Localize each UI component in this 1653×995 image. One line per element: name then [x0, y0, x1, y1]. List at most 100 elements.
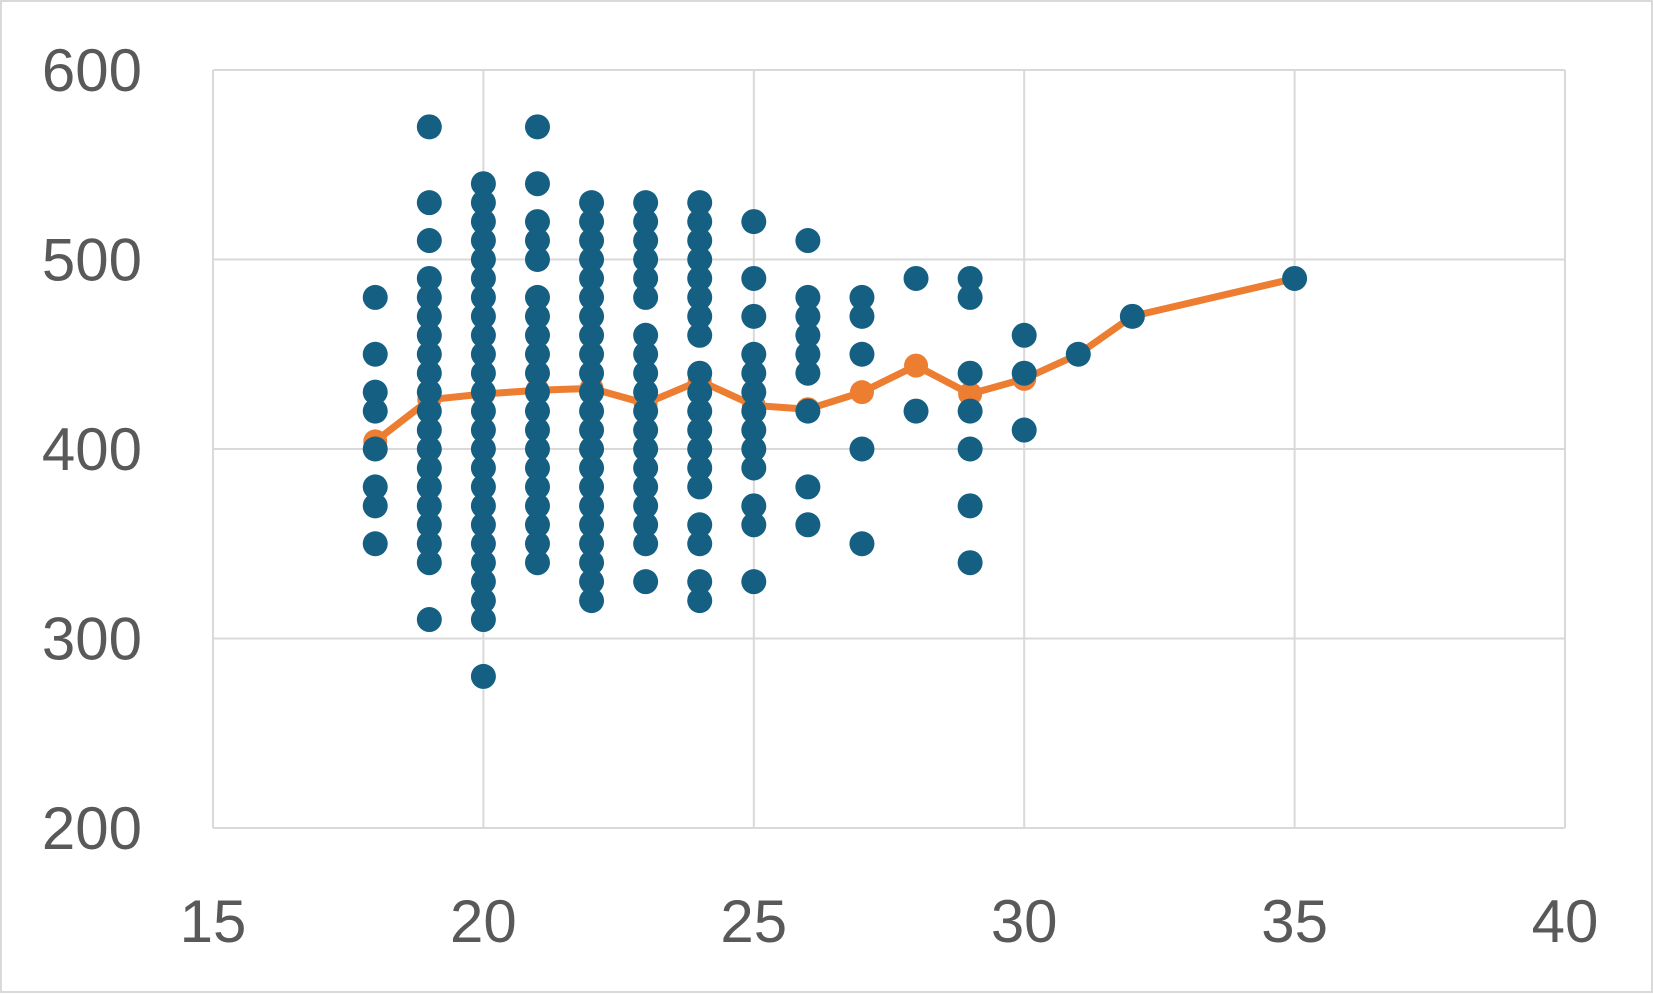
data-point	[633, 228, 659, 254]
data-point	[741, 398, 767, 424]
data-point	[741, 455, 767, 481]
data-point	[579, 493, 605, 519]
data-point	[524, 455, 550, 481]
data-point	[1011, 322, 1037, 348]
data-point	[579, 341, 605, 367]
data-point	[1282, 265, 1308, 291]
data-point	[579, 550, 605, 576]
data-point	[470, 265, 496, 291]
data-point	[795, 341, 821, 367]
data-point	[524, 474, 550, 500]
data-point	[524, 531, 550, 557]
data-point	[687, 322, 713, 348]
data-point	[416, 493, 442, 519]
data-point	[741, 265, 767, 291]
data-point	[633, 265, 659, 291]
x-tick-label: 35	[1261, 888, 1328, 955]
data-point	[524, 550, 550, 576]
data-point	[524, 493, 550, 519]
data-point	[416, 607, 442, 633]
data-point	[416, 512, 442, 538]
data-point	[470, 455, 496, 481]
data-point	[470, 284, 496, 310]
data-point	[741, 209, 767, 235]
data-point	[524, 322, 550, 348]
data-point	[416, 398, 442, 424]
data-point	[741, 512, 767, 538]
data-point	[524, 379, 550, 405]
data-point	[416, 474, 442, 500]
data-point	[687, 303, 713, 329]
y-tick-label: 300	[42, 606, 142, 673]
data-point	[633, 379, 659, 405]
data-point	[687, 190, 713, 216]
data-point	[633, 436, 659, 462]
data-point	[741, 569, 767, 595]
data-point	[524, 114, 550, 140]
data-point	[579, 209, 605, 235]
data-point	[633, 247, 659, 272]
data-point	[687, 417, 713, 443]
data-point	[741, 341, 767, 367]
data-point	[470, 360, 496, 386]
data-point	[795, 322, 821, 348]
data-point	[579, 228, 605, 254]
data-point	[470, 569, 496, 595]
data-point	[687, 531, 713, 557]
x-tick-label: 25	[720, 888, 787, 955]
data-point	[470, 512, 496, 538]
data-point	[579, 417, 605, 443]
data-point	[416, 379, 442, 405]
data-point	[633, 398, 659, 424]
data-point	[633, 360, 659, 386]
data-point	[524, 417, 550, 443]
data-point	[470, 228, 496, 254]
y-tick-label: 400	[42, 416, 142, 483]
data-point	[579, 284, 605, 310]
data-point	[362, 341, 388, 367]
data-point	[633, 493, 659, 519]
data-point	[741, 436, 767, 462]
data-point	[416, 322, 442, 348]
data-point	[470, 493, 496, 519]
data-point	[903, 265, 929, 291]
data-point	[524, 209, 550, 235]
data-point	[633, 284, 659, 310]
x-tick-label: 15	[180, 888, 247, 955]
data-point	[470, 398, 496, 424]
data-point	[524, 341, 550, 367]
data-point	[579, 531, 605, 557]
data-point	[470, 588, 496, 614]
data-point	[470, 607, 496, 633]
data-point	[687, 474, 713, 500]
data-point	[633, 474, 659, 500]
data-point	[416, 341, 442, 367]
data-point	[633, 190, 659, 216]
data-point	[687, 247, 713, 272]
data-point	[849, 341, 875, 367]
data-point	[957, 436, 983, 462]
data-point	[416, 531, 442, 557]
data-point	[849, 531, 875, 557]
data-point	[470, 171, 496, 197]
data-point	[795, 284, 821, 310]
x-tick-label: 40	[1532, 888, 1599, 955]
data-point	[957, 550, 983, 576]
y-axis-tick-labels: 200 300 400 500 600	[42, 37, 142, 862]
data-point	[579, 265, 605, 291]
average-line	[373, 275, 1296, 445]
data-point	[579, 360, 605, 386]
data-point	[957, 360, 983, 386]
data-point	[687, 588, 713, 614]
data-point	[741, 417, 767, 443]
data-point	[687, 455, 713, 481]
data-point	[470, 474, 496, 500]
data-point	[687, 512, 713, 538]
data-point	[470, 341, 496, 367]
data-point	[579, 322, 605, 348]
data-point	[849, 436, 875, 462]
data-point	[362, 379, 388, 405]
data-point	[470, 663, 496, 689]
data-point	[1011, 360, 1037, 386]
